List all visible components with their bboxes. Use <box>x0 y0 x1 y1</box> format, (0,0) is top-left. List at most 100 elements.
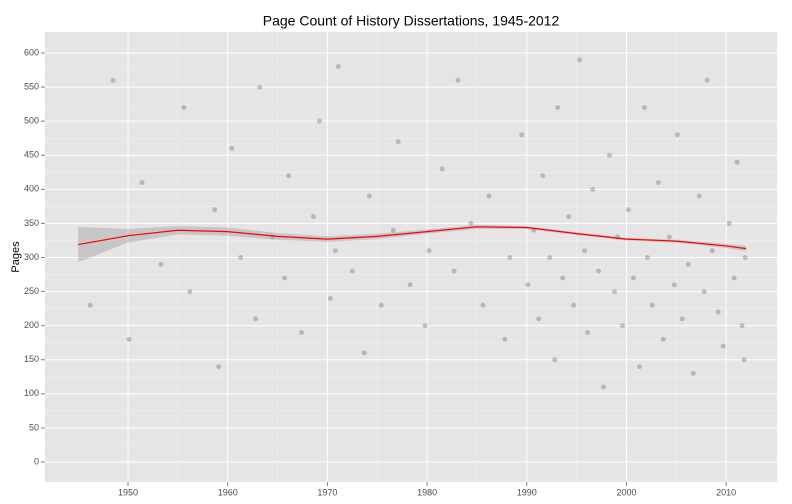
point <box>571 302 577 308</box>
y-axis-label: Pages <box>10 241 22 273</box>
point <box>726 220 732 226</box>
y-tick-label: 350 <box>24 218 39 228</box>
point <box>286 173 292 179</box>
point <box>349 268 355 274</box>
x-tick-label: 1970 <box>317 487 337 497</box>
point <box>701 289 707 295</box>
point <box>395 139 401 145</box>
point <box>366 193 372 199</box>
point <box>671 282 677 288</box>
point <box>585 329 591 335</box>
point <box>560 275 566 281</box>
point <box>590 186 596 192</box>
y-tick-label: 200 <box>24 320 39 330</box>
y-tick-label: 250 <box>24 286 39 296</box>
point <box>212 207 218 213</box>
point <box>507 255 513 261</box>
point <box>655 180 661 186</box>
point <box>316 118 322 124</box>
point <box>547 255 553 261</box>
point <box>238 255 244 261</box>
point <box>439 166 445 172</box>
point <box>625 207 631 213</box>
point <box>282 275 288 281</box>
point <box>666 234 672 240</box>
point <box>361 350 367 356</box>
point <box>87 302 93 308</box>
point <box>229 145 235 151</box>
point <box>525 282 531 288</box>
point <box>335 64 341 70</box>
point <box>679 316 685 322</box>
point <box>674 132 680 138</box>
y-tick-label: 150 <box>24 354 39 364</box>
point <box>601 384 607 390</box>
point <box>739 323 745 329</box>
y-tick-label: 100 <box>24 388 39 398</box>
point <box>720 343 726 349</box>
point <box>126 336 132 342</box>
point <box>742 255 748 261</box>
point <box>426 248 432 254</box>
point <box>685 261 691 267</box>
point <box>649 302 655 308</box>
point <box>455 77 461 83</box>
point <box>630 275 636 281</box>
point <box>536 316 542 322</box>
point <box>310 214 316 220</box>
y-tick-label: 600 <box>24 47 39 57</box>
point <box>741 357 747 363</box>
point <box>734 159 740 165</box>
point <box>612 289 618 295</box>
point <box>110 77 116 83</box>
point <box>636 364 642 370</box>
point <box>660 336 666 342</box>
point <box>298 329 304 335</box>
x-tick-label: 1990 <box>517 487 537 497</box>
x-tick-label: 2010 <box>716 487 736 497</box>
point <box>715 309 721 315</box>
point <box>480 302 486 308</box>
smooth-line <box>78 226 747 250</box>
x-tick-label: 1960 <box>218 487 238 497</box>
point <box>566 214 572 220</box>
point <box>451 268 457 274</box>
point <box>502 336 508 342</box>
point <box>257 84 263 90</box>
point <box>552 357 558 363</box>
point <box>332 248 338 254</box>
point <box>641 105 647 111</box>
point <box>139 180 145 186</box>
point <box>253 316 259 322</box>
point <box>696 193 702 199</box>
point <box>486 193 492 199</box>
point <box>619 323 625 329</box>
point <box>181 105 187 111</box>
point <box>216 364 222 370</box>
y-tick-label: 400 <box>24 184 39 194</box>
point <box>577 57 583 63</box>
point <box>709 248 715 254</box>
y-tick-label: 0 <box>34 456 39 466</box>
point <box>519 132 525 138</box>
y-tick-label: 550 <box>24 81 39 91</box>
y-tick-label: 50 <box>29 422 39 432</box>
point <box>596 268 602 274</box>
point <box>422 323 428 329</box>
point <box>187 289 193 295</box>
point <box>607 152 613 158</box>
point <box>644 255 650 261</box>
point <box>731 275 737 281</box>
point <box>390 227 396 233</box>
y-tick-label: 450 <box>24 150 39 160</box>
point <box>555 105 561 111</box>
chart-title: Page Count of History Dissertations, 194… <box>263 13 560 29</box>
point <box>540 173 546 179</box>
point <box>378 302 384 308</box>
point <box>327 295 333 301</box>
x-tick-label: 1980 <box>417 487 437 497</box>
point <box>690 370 696 376</box>
y-tick-label: 300 <box>24 252 39 262</box>
plot-background <box>45 32 777 482</box>
